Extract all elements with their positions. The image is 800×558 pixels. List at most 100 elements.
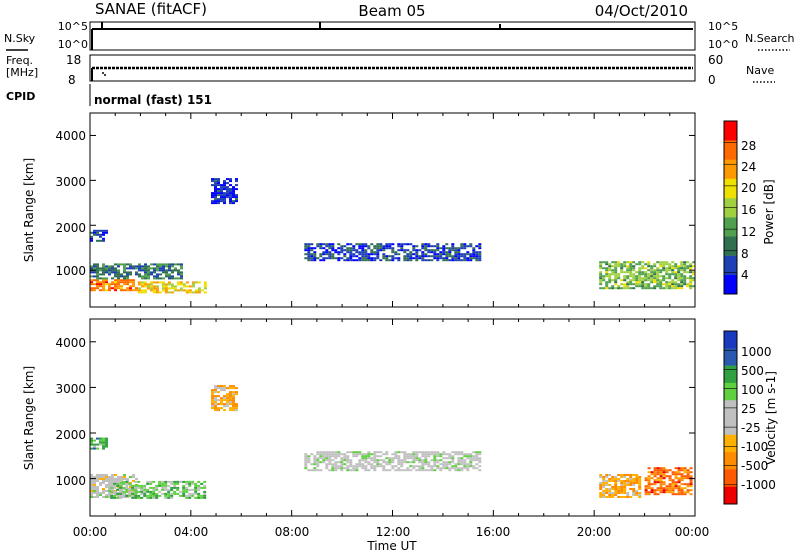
range-time-cell: [138, 269, 141, 272]
range-time-cell: [96, 492, 99, 494]
range-time-cell: [126, 478, 129, 480]
range-time-cell: [421, 455, 425, 458]
range-time-cell: [388, 459, 392, 462]
range-time-cell: [105, 443, 108, 446]
range-time-cell: [412, 467, 416, 470]
range-time-cell: [605, 283, 609, 286]
range-time-cell: [165, 263, 168, 266]
range-time-cell: [102, 273, 105, 276]
range-time-cell: [146, 283, 150, 286]
range-time-cell: [177, 263, 180, 266]
range-time-cell: [229, 395, 232, 398]
range-time-cell: [110, 496, 114, 499]
range-time-cell: [367, 463, 371, 466]
range-time-cell: [223, 182, 226, 185]
range-time-cell: [647, 283, 651, 286]
range-time-cell: [656, 267, 660, 270]
range-time-cell: [152, 285, 156, 288]
range-time-cell: [111, 474, 114, 476]
colorbar-swatch: [724, 417, 737, 436]
range-time-cell: [686, 277, 690, 280]
range-time-cell: [605, 287, 609, 290]
range-time-cell: [674, 273, 678, 276]
range-time-cell: [322, 461, 326, 464]
range-time-cell: [415, 245, 419, 248]
range-time-cell: [325, 457, 329, 460]
range-time-cell: [623, 271, 627, 274]
range-time-cell: [406, 259, 410, 262]
range-time-cell: [671, 265, 675, 268]
range-time-cell: [167, 490, 171, 493]
range-time-cell: [319, 247, 323, 250]
range-time-cell: [430, 467, 434, 470]
range-time-cell: [114, 279, 117, 282]
range-time-cell: [226, 186, 229, 189]
range-time-cell: [367, 245, 371, 248]
range-time-cell: [182, 484, 186, 487]
range-time-cell: [152, 480, 156, 483]
range-time-cell: [313, 461, 317, 464]
range-time-cell: [683, 283, 687, 286]
range-time-cell: [319, 461, 323, 464]
range-time-cell: [629, 279, 633, 282]
range-time-cell: [430, 451, 434, 454]
range-time-cell: [686, 491, 690, 494]
range-time-cell: [226, 393, 229, 396]
range-time-cell: [680, 285, 684, 288]
range-time-cell: [424, 249, 428, 252]
range-time-cell: [173, 492, 177, 495]
range-time-cell: [472, 255, 476, 258]
range-time-cell: [602, 484, 606, 486]
range-time-cell: [191, 480, 195, 483]
range-time-cell: [96, 443, 99, 446]
range-time-cell: [620, 488, 624, 490]
range-time-cell: [400, 465, 404, 468]
range-time-cell: [680, 261, 684, 264]
range-time-cell: [346, 257, 350, 260]
range-time-cell: [472, 451, 476, 454]
range-time-cell: [340, 257, 344, 260]
range-time-cell: [93, 492, 96, 494]
range-time-cell: [134, 490, 138, 493]
range-time-cell: [214, 387, 217, 390]
range-time-cell: [650, 271, 654, 274]
range-time-cell: [331, 469, 335, 472]
range-time-cell: [352, 467, 356, 470]
range-time-cell: [641, 283, 645, 286]
range-time-cell: [146, 287, 150, 290]
range-time-cell: [614, 494, 618, 496]
range-time-cell: [99, 443, 102, 446]
range-time-cell: [436, 451, 440, 454]
range-time-cell: [611, 480, 615, 482]
range-time-cell: [96, 263, 99, 266]
range-time-cell: [602, 476, 606, 478]
range-time-cell: [113, 484, 117, 487]
range-time-cell: [325, 243, 329, 246]
range-time-cell: [689, 489, 693, 492]
range-time-cell: [397, 249, 401, 252]
range-time-cell: [113, 494, 117, 497]
range-time-cell: [304, 455, 308, 458]
range-time-cell: [235, 403, 238, 406]
range-time-cell: [427, 251, 431, 254]
range-time-cell: [602, 279, 606, 282]
colorbar-swatch: [724, 486, 737, 505]
range-time-cell: [689, 267, 693, 270]
range-time-cell: [671, 285, 675, 288]
range-time-cell: [656, 481, 660, 484]
range-time-cell: [102, 492, 105, 494]
range-time-cell: [671, 471, 675, 474]
range-time-cell: [406, 461, 410, 464]
range-time-cell: [433, 455, 437, 458]
range-time-cell: [214, 198, 217, 201]
range-time-cell: [331, 463, 335, 466]
range-time-cell: [629, 263, 633, 266]
range-time-cell: [614, 484, 618, 486]
range-time-cell: [188, 494, 192, 497]
range-time-cell: [656, 487, 660, 490]
range-time-cell: [391, 461, 395, 464]
range-time-cell: [203, 285, 207, 288]
range-time-cell: [430, 465, 434, 468]
range-time-cell: [131, 484, 135, 487]
range-time-cell: [445, 255, 449, 258]
